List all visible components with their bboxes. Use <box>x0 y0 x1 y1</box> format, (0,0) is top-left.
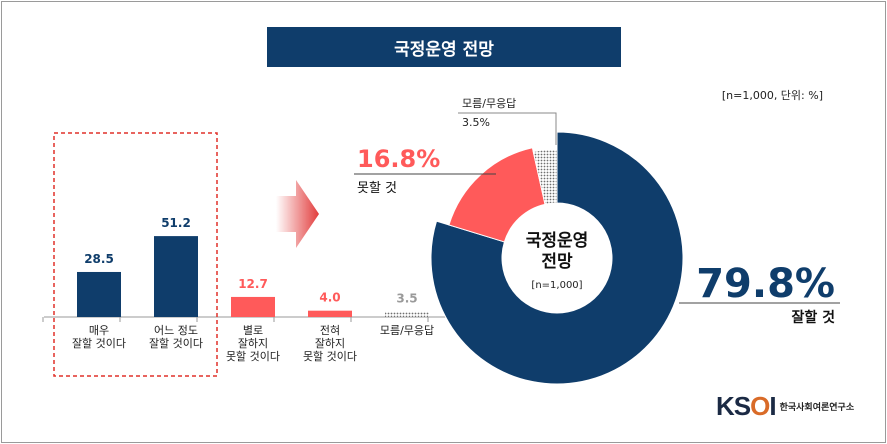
slice-label-value-0: 79.8% <box>696 261 835 307</box>
sample-note: [n=1,000, 단위: %] <box>721 89 823 102</box>
bar-value-label-3: 4.0 <box>319 291 340 305</box>
category-label-1-1: 잘할 것이다 <box>149 337 203 350</box>
category-label-1-0: 어느 정도 <box>154 324 198 337</box>
category-label-2-0: 별로 <box>243 324 263 337</box>
right-arrow-icon <box>276 180 319 248</box>
category-label-0-0: 매우 <box>89 324 109 337</box>
slice-label-value-2: 3.5% <box>462 116 490 129</box>
bar-3 <box>308 310 352 317</box>
bar-value-label-0: 28.5 <box>84 252 114 266</box>
donut-slice-2 <box>532 148 558 205</box>
donut-slice-1 <box>448 147 546 243</box>
category-label-3-0: 전혀 <box>320 324 340 337</box>
category-label-0-1: 잘할 것이다 <box>72 337 126 350</box>
slice-leader-2 <box>458 112 557 145</box>
category-label-3-1: 잘하지 <box>315 336 345 350</box>
bar-0 <box>77 271 121 317</box>
category-label-2-2: 못할 것이다 <box>226 350 280 363</box>
donut-center-label-0: 국정운영 <box>526 231 589 251</box>
bar-value-label-2: 12.7 <box>238 277 268 291</box>
chart-title: 국정운영 전망 <box>267 27 621 67</box>
slice-label-value-1: 16.8% <box>357 145 440 173</box>
donut-center-label-1: 전망 <box>541 252 573 272</box>
ksoi-logo: KSOI 한국사회여론연구소 <box>716 391 854 422</box>
logo-mark: KSOI <box>716 391 777 421</box>
bar-value-label-4: 3.5 <box>396 291 417 305</box>
donut-slice-0 <box>430 131 684 385</box>
category-label-4-0: 모름/무응답 <box>380 324 434 337</box>
bar-1 <box>154 236 198 317</box>
bar-4 <box>385 311 429 317</box>
donut-center-sub: [n=1,000] <box>531 280 582 291</box>
slice-label-name-1: 못할 것 <box>357 181 397 196</box>
category-label-2-1: 잘하지 <box>238 336 268 350</box>
slice-label-name-2: 모름/무응답 <box>462 97 516 110</box>
bar-2 <box>231 296 275 317</box>
category-label-3-2: 못할 것이다 <box>303 350 357 363</box>
slice-label-name-0: 잘할 것 <box>791 309 835 326</box>
logo-text: 한국사회여론연구소 <box>779 403 855 413</box>
bar-value-label-1: 51.2 <box>161 216 191 230</box>
